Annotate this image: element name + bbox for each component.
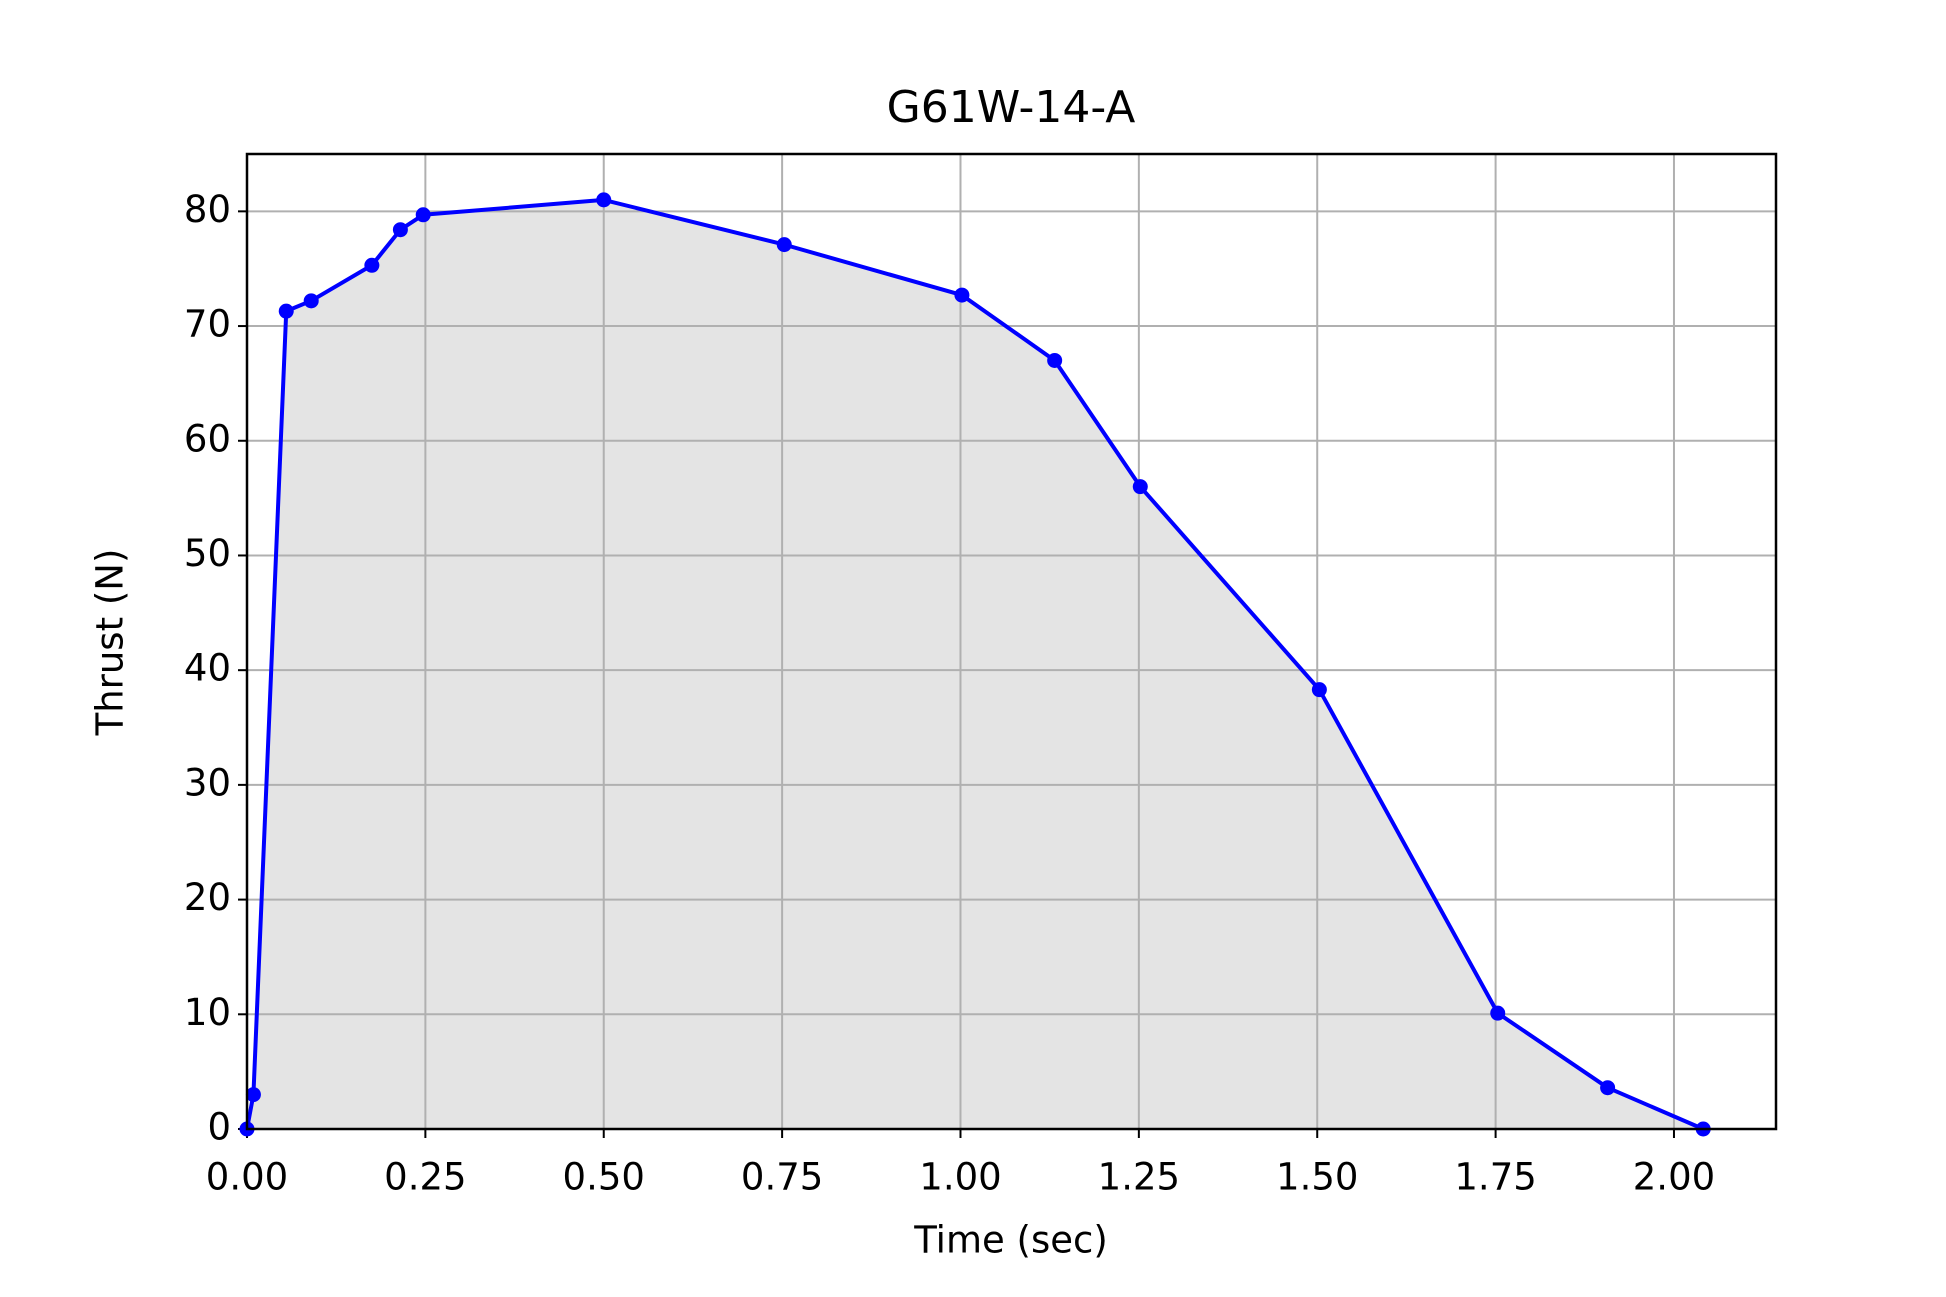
x-tick-label: 0.00: [206, 1156, 288, 1199]
data-point: [303, 293, 319, 309]
data-point: [596, 192, 612, 208]
data-point: [776, 237, 792, 253]
data-point: [1311, 682, 1327, 698]
x-tick-label: 1.25: [1098, 1156, 1180, 1199]
x-tick-label: 2.00: [1633, 1156, 1715, 1199]
data-point: [245, 1087, 261, 1103]
data-point: [1047, 352, 1063, 368]
data-point: [364, 257, 380, 273]
data-line: [245, 197, 1705, 1131]
data-point: [392, 222, 408, 238]
x-tick-label: 1.00: [919, 1156, 1001, 1199]
data-point: [954, 287, 970, 303]
y-tick-label: 70: [184, 303, 231, 346]
x-tick-label: 0.50: [563, 1156, 645, 1199]
x-tick-label: 0.75: [741, 1156, 823, 1199]
data-point: [1600, 1080, 1616, 1096]
x-tick-label: 1.75: [1454, 1156, 1536, 1199]
y-tick-label: 10: [184, 991, 231, 1034]
x-tick-label: 0.25: [384, 1156, 466, 1199]
x-tick-label: 1.50: [1276, 1156, 1358, 1199]
data-point: [415, 207, 431, 223]
plot-frame: [245, 152, 1778, 1131]
y-tick-label: 60: [184, 417, 231, 460]
y-tick-label: 40: [184, 647, 231, 690]
data-point: [1490, 1005, 1506, 1021]
y-tick-label: 20: [184, 876, 231, 919]
y-axis-label: Thrust (N): [89, 549, 132, 737]
area-fill: [247, 199, 1704, 1130]
x-axis-label: Time (sec): [913, 1219, 1108, 1262]
y-tick-label: 30: [184, 761, 231, 804]
chart-title: G61W-14-A: [887, 82, 1136, 133]
y-tick-label: 50: [184, 532, 231, 575]
data-point: [1132, 479, 1148, 495]
y-tick-label: 0: [207, 1106, 231, 1149]
data-point: [278, 303, 294, 319]
y-tick-label: 80: [184, 188, 231, 231]
